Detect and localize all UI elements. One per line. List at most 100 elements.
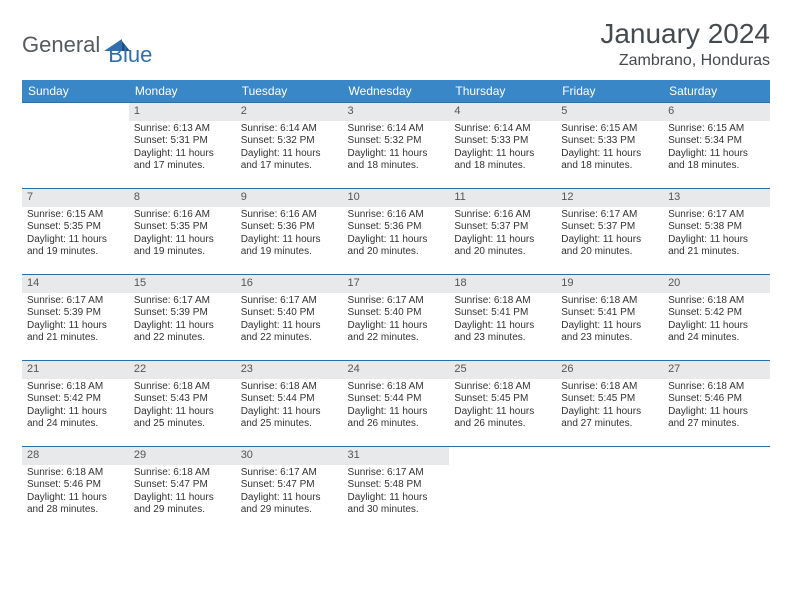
day-number: 22	[129, 361, 236, 379]
weekday-header: Saturday	[663, 80, 770, 103]
calendar-day-cell: 2Sunrise: 6:14 AMSunset: 5:32 PMDaylight…	[236, 103, 343, 189]
day-details: Sunrise: 6:16 AMSunset: 5:36 PMDaylight:…	[343, 207, 450, 263]
calendar-day-cell: 23Sunrise: 6:18 AMSunset: 5:44 PMDayligh…	[236, 361, 343, 447]
calendar-day-cell: 17Sunrise: 6:17 AMSunset: 5:40 PMDayligh…	[343, 275, 450, 361]
day-details: Sunrise: 6:18 AMSunset: 5:45 PMDaylight:…	[449, 379, 556, 435]
day-number: 17	[343, 275, 450, 293]
sunset-text: Sunset: 5:43 PM	[134, 393, 231, 406]
calendar-day-cell: 19Sunrise: 6:18 AMSunset: 5:41 PMDayligh…	[556, 275, 663, 361]
sunset-text: Sunset: 5:34 PM	[668, 135, 765, 148]
weekday-header: Thursday	[449, 80, 556, 103]
daylight-text: Daylight: 11 hours	[134, 234, 231, 247]
daylight-text: Daylight: 11 hours	[454, 406, 551, 419]
logo-text-blue: Blue	[108, 42, 152, 68]
day-details: Sunrise: 6:15 AMSunset: 5:35 PMDaylight:…	[22, 207, 129, 263]
daylight-text: Daylight: 11 hours	[241, 234, 338, 247]
sunset-text: Sunset: 5:36 PM	[241, 221, 338, 234]
daylight-text: Daylight: 11 hours	[454, 148, 551, 161]
calendar-day-cell: 18Sunrise: 6:18 AMSunset: 5:41 PMDayligh…	[449, 275, 556, 361]
daylight-text: Daylight: 11 hours	[241, 406, 338, 419]
day-number: 14	[22, 275, 129, 293]
day-number: 24	[343, 361, 450, 379]
day-number: 4	[449, 103, 556, 121]
daylight-text: and 21 minutes.	[27, 332, 124, 345]
day-number: 9	[236, 189, 343, 207]
day-number: 31	[343, 447, 450, 465]
sunrise-text: Sunrise: 6:16 AM	[454, 209, 551, 222]
daylight-text: Daylight: 11 hours	[561, 406, 658, 419]
day-number: 25	[449, 361, 556, 379]
calendar-day-cell	[663, 447, 770, 533]
sunset-text: Sunset: 5:35 PM	[27, 221, 124, 234]
daylight-text: and 18 minutes.	[454, 160, 551, 173]
calendar-day-cell: 26Sunrise: 6:18 AMSunset: 5:45 PMDayligh…	[556, 361, 663, 447]
sunset-text: Sunset: 5:37 PM	[454, 221, 551, 234]
day-number: 1	[129, 103, 236, 121]
sunrise-text: Sunrise: 6:18 AM	[241, 381, 338, 394]
sunset-text: Sunset: 5:47 PM	[134, 479, 231, 492]
day-details: Sunrise: 6:18 AMSunset: 5:44 PMDaylight:…	[236, 379, 343, 435]
sunrise-text: Sunrise: 6:18 AM	[454, 381, 551, 394]
day-details: Sunrise: 6:18 AMSunset: 5:47 PMDaylight:…	[129, 465, 236, 521]
calendar-day-cell: 24Sunrise: 6:18 AMSunset: 5:44 PMDayligh…	[343, 361, 450, 447]
day-number: 27	[663, 361, 770, 379]
day-number: 3	[343, 103, 450, 121]
sunrise-text: Sunrise: 6:14 AM	[348, 123, 445, 136]
sunset-text: Sunset: 5:39 PM	[134, 307, 231, 320]
sunrise-text: Sunrise: 6:18 AM	[668, 381, 765, 394]
daylight-text: Daylight: 11 hours	[134, 406, 231, 419]
day-details: Sunrise: 6:17 AMSunset: 5:37 PMDaylight:…	[556, 207, 663, 263]
daylight-text: Daylight: 11 hours	[668, 320, 765, 333]
daylight-text: and 27 minutes.	[561, 418, 658, 431]
sunset-text: Sunset: 5:48 PM	[348, 479, 445, 492]
sunset-text: Sunset: 5:45 PM	[561, 393, 658, 406]
sunrise-text: Sunrise: 6:18 AM	[134, 381, 231, 394]
daylight-text: Daylight: 11 hours	[241, 320, 338, 333]
day-number: 15	[129, 275, 236, 293]
daylight-text: Daylight: 11 hours	[134, 320, 231, 333]
daylight-text: Daylight: 11 hours	[241, 492, 338, 505]
sunset-text: Sunset: 5:42 PM	[668, 307, 765, 320]
daylight-text: and 25 minutes.	[241, 418, 338, 431]
calendar-table: Sunday Monday Tuesday Wednesday Thursday…	[22, 80, 770, 533]
day-number: 5	[556, 103, 663, 121]
day-details: Sunrise: 6:18 AMSunset: 5:44 PMDaylight:…	[343, 379, 450, 435]
daylight-text: Daylight: 11 hours	[348, 320, 445, 333]
calendar-day-cell: 9Sunrise: 6:16 AMSunset: 5:36 PMDaylight…	[236, 189, 343, 275]
daylight-text: and 19 minutes.	[27, 246, 124, 259]
sunrise-text: Sunrise: 6:17 AM	[348, 295, 445, 308]
calendar-day-cell: 1Sunrise: 6:13 AMSunset: 5:31 PMDaylight…	[129, 103, 236, 189]
daylight-text: Daylight: 11 hours	[668, 234, 765, 247]
day-number: 13	[663, 189, 770, 207]
sunrise-text: Sunrise: 6:18 AM	[134, 467, 231, 480]
sunset-text: Sunset: 5:38 PM	[668, 221, 765, 234]
sunset-text: Sunset: 5:42 PM	[27, 393, 124, 406]
day-details: Sunrise: 6:16 AMSunset: 5:36 PMDaylight:…	[236, 207, 343, 263]
calendar-day-cell: 15Sunrise: 6:17 AMSunset: 5:39 PMDayligh…	[129, 275, 236, 361]
day-details: Sunrise: 6:16 AMSunset: 5:35 PMDaylight:…	[129, 207, 236, 263]
weekday-header: Monday	[129, 80, 236, 103]
daylight-text: and 29 minutes.	[241, 504, 338, 517]
sunrise-text: Sunrise: 6:14 AM	[241, 123, 338, 136]
sunset-text: Sunset: 5:44 PM	[241, 393, 338, 406]
weekday-header-row: Sunday Monday Tuesday Wednesday Thursday…	[22, 80, 770, 103]
calendar-day-cell: 8Sunrise: 6:16 AMSunset: 5:35 PMDaylight…	[129, 189, 236, 275]
calendar-day-cell: 14Sunrise: 6:17 AMSunset: 5:39 PMDayligh…	[22, 275, 129, 361]
daylight-text: and 30 minutes.	[348, 504, 445, 517]
sunset-text: Sunset: 5:31 PM	[134, 135, 231, 148]
calendar-day-cell: 30Sunrise: 6:17 AMSunset: 5:47 PMDayligh…	[236, 447, 343, 533]
day-number: 6	[663, 103, 770, 121]
daylight-text: and 22 minutes.	[348, 332, 445, 345]
daylight-text: Daylight: 11 hours	[561, 234, 658, 247]
calendar-day-cell: 21Sunrise: 6:18 AMSunset: 5:42 PMDayligh…	[22, 361, 129, 447]
calendar-day-cell	[449, 447, 556, 533]
calendar-day-cell: 20Sunrise: 6:18 AMSunset: 5:42 PMDayligh…	[663, 275, 770, 361]
day-details: Sunrise: 6:18 AMSunset: 5:46 PMDaylight:…	[22, 465, 129, 521]
day-number: 29	[129, 447, 236, 465]
calendar-day-cell: 27Sunrise: 6:18 AMSunset: 5:46 PMDayligh…	[663, 361, 770, 447]
sunrise-text: Sunrise: 6:18 AM	[561, 381, 658, 394]
day-details: Sunrise: 6:15 AMSunset: 5:34 PMDaylight:…	[663, 121, 770, 177]
daylight-text: and 17 minutes.	[134, 160, 231, 173]
daylight-text: Daylight: 11 hours	[454, 234, 551, 247]
calendar-day-cell: 12Sunrise: 6:17 AMSunset: 5:37 PMDayligh…	[556, 189, 663, 275]
